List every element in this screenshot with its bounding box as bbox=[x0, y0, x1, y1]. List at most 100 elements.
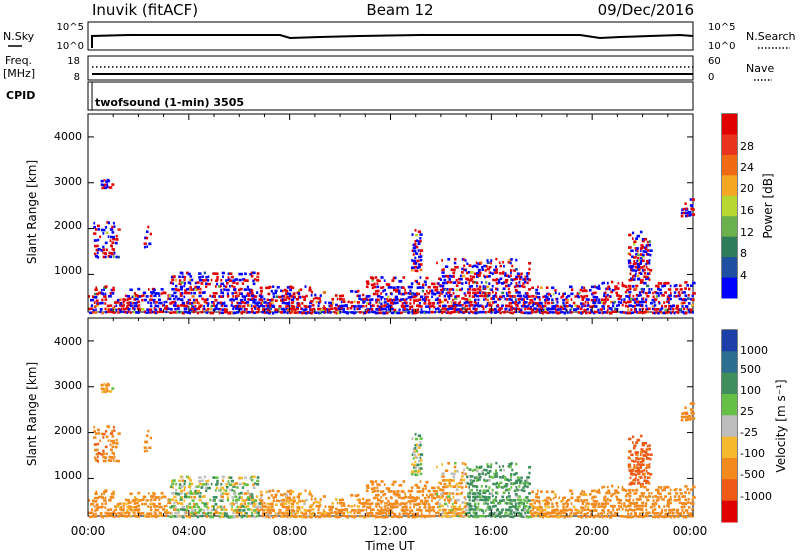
echo-cell bbox=[553, 307, 557, 310]
echo-cell bbox=[288, 511, 293, 515]
echo-cell bbox=[617, 300, 620, 304]
echo-cell bbox=[117, 515, 120, 518]
echo-cell bbox=[414, 243, 417, 246]
echo-cell bbox=[411, 305, 414, 308]
echo-cell bbox=[104, 502, 108, 505]
echo-cell bbox=[96, 496, 99, 500]
echo-cell bbox=[593, 503, 598, 506]
echo-cell bbox=[546, 298, 549, 302]
echo-cell bbox=[632, 441, 634, 444]
echo-cell bbox=[410, 282, 414, 285]
echo-cell bbox=[471, 275, 476, 279]
echo-cell bbox=[409, 502, 412, 505]
echo-cell bbox=[505, 292, 508, 295]
echo-cell bbox=[126, 295, 130, 298]
echo-cell bbox=[583, 490, 586, 494]
echo-cell bbox=[369, 301, 372, 305]
echo-cell bbox=[95, 503, 99, 506]
echo-cell bbox=[507, 488, 511, 491]
echo-cell bbox=[419, 276, 422, 279]
echo-cell bbox=[256, 272, 260, 275]
echo-cell bbox=[514, 300, 517, 304]
echo-cell bbox=[367, 498, 371, 502]
echo-cell bbox=[180, 304, 184, 307]
echo-cell bbox=[251, 297, 255, 300]
echo-cell bbox=[396, 288, 399, 292]
echo-cell bbox=[522, 498, 525, 502]
echo-cell bbox=[583, 499, 586, 502]
echo-cell bbox=[220, 486, 224, 490]
echo-cell bbox=[365, 285, 369, 289]
echo-cell bbox=[462, 310, 465, 314]
echo-cell bbox=[307, 509, 311, 513]
echo-cell bbox=[655, 499, 659, 502]
echo-cell bbox=[536, 512, 540, 516]
echo-cell bbox=[190, 482, 194, 486]
echo-cell bbox=[606, 293, 609, 297]
echo-cell bbox=[628, 287, 632, 291]
echo-cell bbox=[310, 294, 313, 297]
echo-cell bbox=[685, 207, 688, 210]
echo-cell bbox=[156, 508, 160, 512]
echo-cell bbox=[513, 482, 517, 485]
echo-cell bbox=[677, 515, 680, 519]
echo-cell bbox=[107, 235, 110, 238]
echo-cell bbox=[606, 502, 610, 505]
echo-cell bbox=[453, 261, 457, 265]
echo-cell bbox=[181, 272, 184, 275]
echo-cell bbox=[265, 515, 268, 518]
echo-cell bbox=[411, 311, 414, 315]
echo-cell bbox=[507, 465, 511, 468]
echo-cell bbox=[179, 489, 184, 493]
echo-cell bbox=[632, 295, 635, 298]
echo-cell bbox=[677, 498, 681, 501]
echo-cell bbox=[651, 511, 655, 515]
echo-cell bbox=[691, 408, 694, 412]
echo-cell bbox=[103, 178, 106, 182]
echo-cell bbox=[515, 479, 519, 483]
echo-cell bbox=[464, 485, 468, 488]
echo-cell bbox=[315, 300, 319, 304]
echo-cell bbox=[421, 289, 424, 293]
echo-cell bbox=[250, 511, 253, 515]
echo-cell bbox=[312, 297, 315, 301]
echo-cell bbox=[376, 498, 381, 502]
echo-cell bbox=[245, 279, 249, 282]
echo-cell bbox=[429, 506, 432, 509]
echo-cell bbox=[303, 298, 306, 302]
echo-cell bbox=[520, 502, 525, 505]
echo-cell bbox=[102, 496, 105, 500]
echo-cell bbox=[480, 485, 483, 488]
echo-cell bbox=[387, 490, 391, 493]
echo-cell bbox=[340, 306, 343, 310]
echo-cell bbox=[611, 514, 614, 517]
echo-cell bbox=[407, 512, 410, 516]
echo-cell bbox=[639, 514, 643, 518]
echo-cell bbox=[441, 287, 444, 291]
echo-cell bbox=[476, 291, 478, 295]
echo-cell bbox=[193, 505, 196, 508]
echo-cell bbox=[498, 261, 501, 264]
echo-cell bbox=[149, 508, 153, 512]
echo-cell bbox=[102, 255, 106, 259]
echo-cell bbox=[198, 482, 202, 486]
echo-cell bbox=[360, 298, 364, 301]
echo-cell bbox=[673, 291, 677, 294]
echo-cell bbox=[456, 498, 460, 502]
echo-cell bbox=[522, 486, 525, 489]
echo-cell bbox=[188, 302, 193, 305]
echo-cell bbox=[163, 301, 166, 304]
echo-cell bbox=[280, 295, 283, 299]
echo-cell bbox=[290, 499, 294, 502]
echo-cell bbox=[387, 302, 389, 306]
echo-cell bbox=[457, 512, 461, 515]
echo-cell bbox=[218, 295, 222, 298]
echo-cell bbox=[639, 497, 642, 501]
echo-cell bbox=[374, 276, 378, 279]
echo-cell bbox=[375, 515, 378, 519]
echo-cell bbox=[375, 512, 378, 515]
echo-cell bbox=[380, 276, 384, 279]
echo-cell bbox=[477, 515, 480, 518]
echo-cell bbox=[400, 292, 403, 296]
echo-cell bbox=[535, 291, 538, 295]
